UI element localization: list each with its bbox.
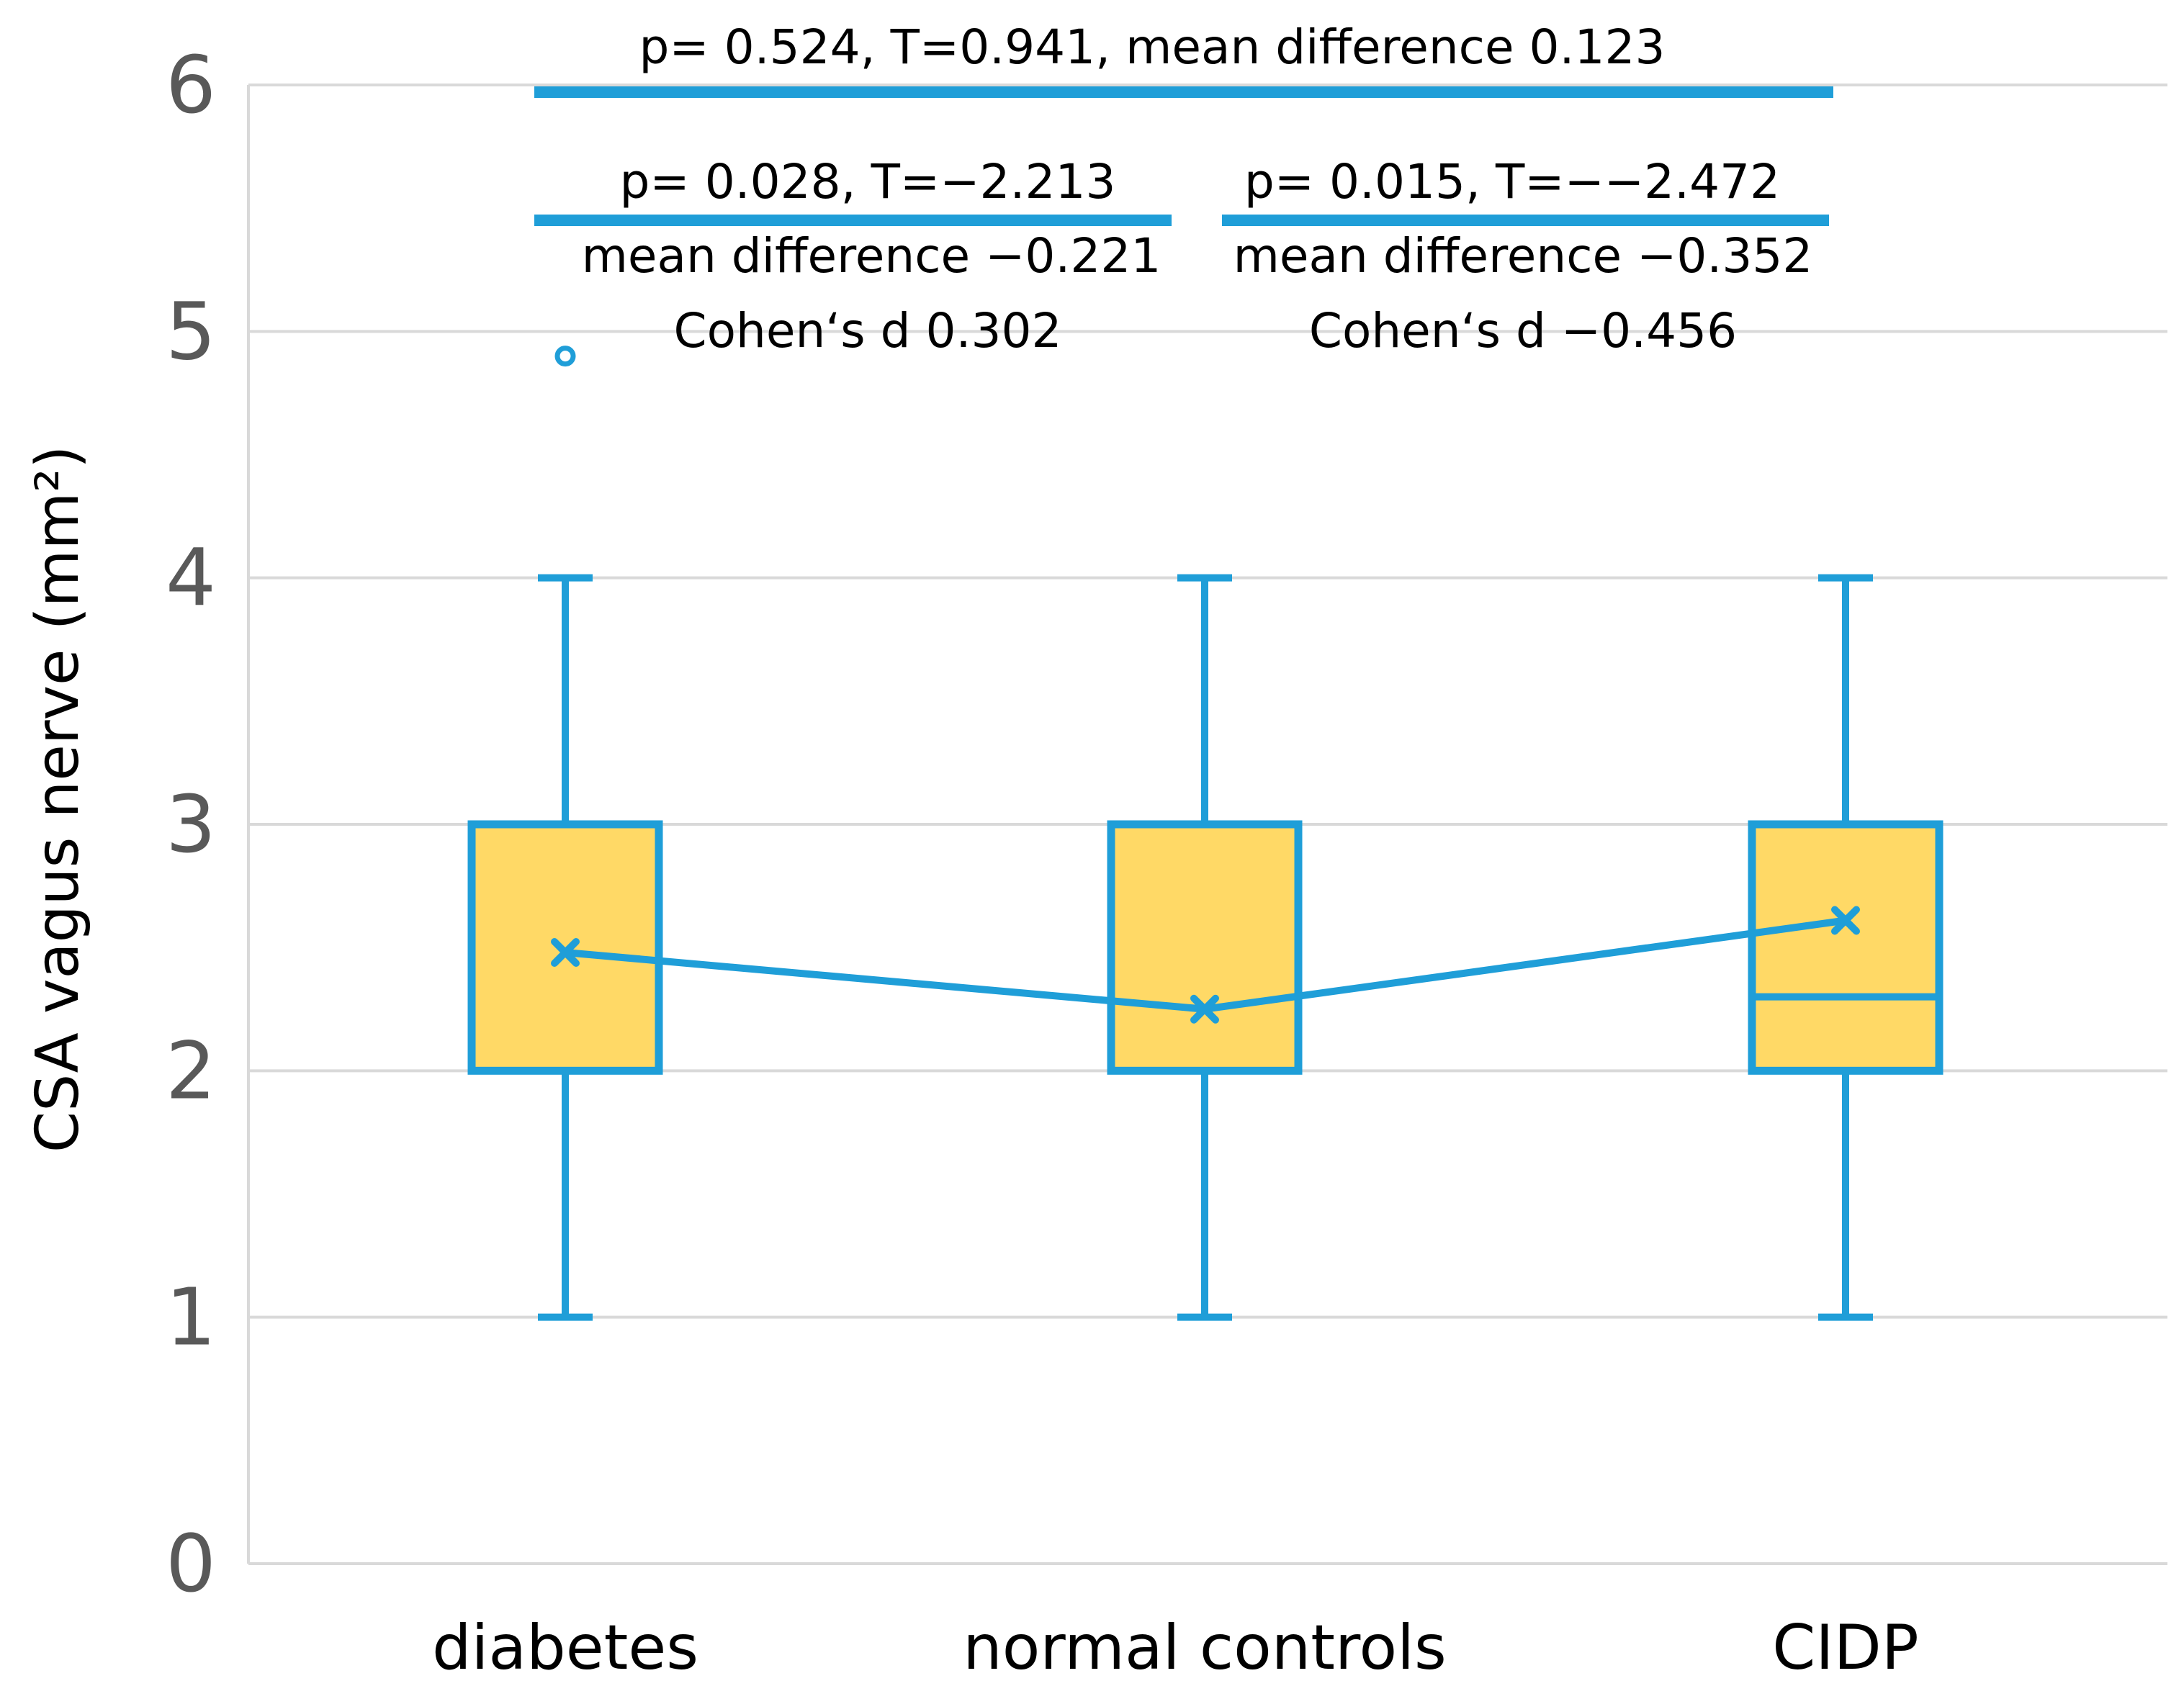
iqr-box [1107, 820, 1303, 1075]
mean-marker-stroke-b [551, 938, 580, 968]
axes: 0 1 2 3 4 5 6 diabetes normal controls CIDP [166, 39, 1919, 1684]
y-tick-label-1: 1 [166, 1271, 216, 1364]
mean-marker-2 [1831, 906, 1860, 935]
significance-annotations: p= 0.524, T=0.941, mean difference 0.123… [534, 19, 1833, 359]
iqr-box [1748, 820, 1943, 1075]
mean-marker-stroke-b [1190, 994, 1219, 1024]
mean-marker-0 [551, 938, 580, 968]
annotation-dm_vs_cidp: p= 0.524, T=0.941, mean difference 0.123 [534, 19, 1833, 98]
annotation-dm_vs_nc: p= 0.028, T=−2.213 mean difference −0.221… [534, 154, 1172, 359]
x-tick-label-2: CIDP [1772, 1612, 1919, 1684]
box-group-0 [467, 346, 663, 1321]
x-tick-label-0: diabetes [432, 1612, 698, 1684]
box-group-1 [1107, 574, 1303, 1321]
annotation-line-2: Cohen‘s d 0.302 [674, 303, 1062, 359]
box-group-2 [1748, 574, 1943, 1321]
annotation-line-1: mean difference −0.352 [1233, 228, 1813, 284]
annotation-line-0: p= 0.028, T=−2.213 [620, 154, 1116, 209]
annotation-line-2: Cohen‘s d −0.456 [1309, 303, 1737, 359]
x-tick-label-1: normal controls [963, 1612, 1447, 1684]
annotation-line-0: p= 0.015, T=−−2.472 [1244, 154, 1780, 209]
y-axis-label: CSA vagus nerve (mm²) [24, 446, 92, 1153]
boxes [467, 346, 1943, 1321]
annotation-line-0: p= 0.524, T=0.941, mean difference 0.123 [639, 19, 1666, 75]
annotation-line-1: mean difference −0.221 [582, 228, 1161, 284]
y-tick-label-3: 3 [166, 778, 216, 870]
outlier-point-0 [554, 346, 576, 367]
y-tick-label-2: 2 [166, 1024, 216, 1117]
mean-marker-stroke-b [1831, 906, 1860, 935]
y-tick-label-0: 0 [166, 1518, 216, 1610]
y-tick-label-4: 4 [166, 532, 216, 624]
mean-marker-1 [1190, 994, 1219, 1024]
y-tick-label-5: 5 [166, 285, 216, 377]
annotation-nc_vs_cidp: p= 0.015, T=−−2.472 mean difference −0.35… [1222, 154, 1829, 359]
y-tick-label-6: 6 [166, 39, 216, 131]
